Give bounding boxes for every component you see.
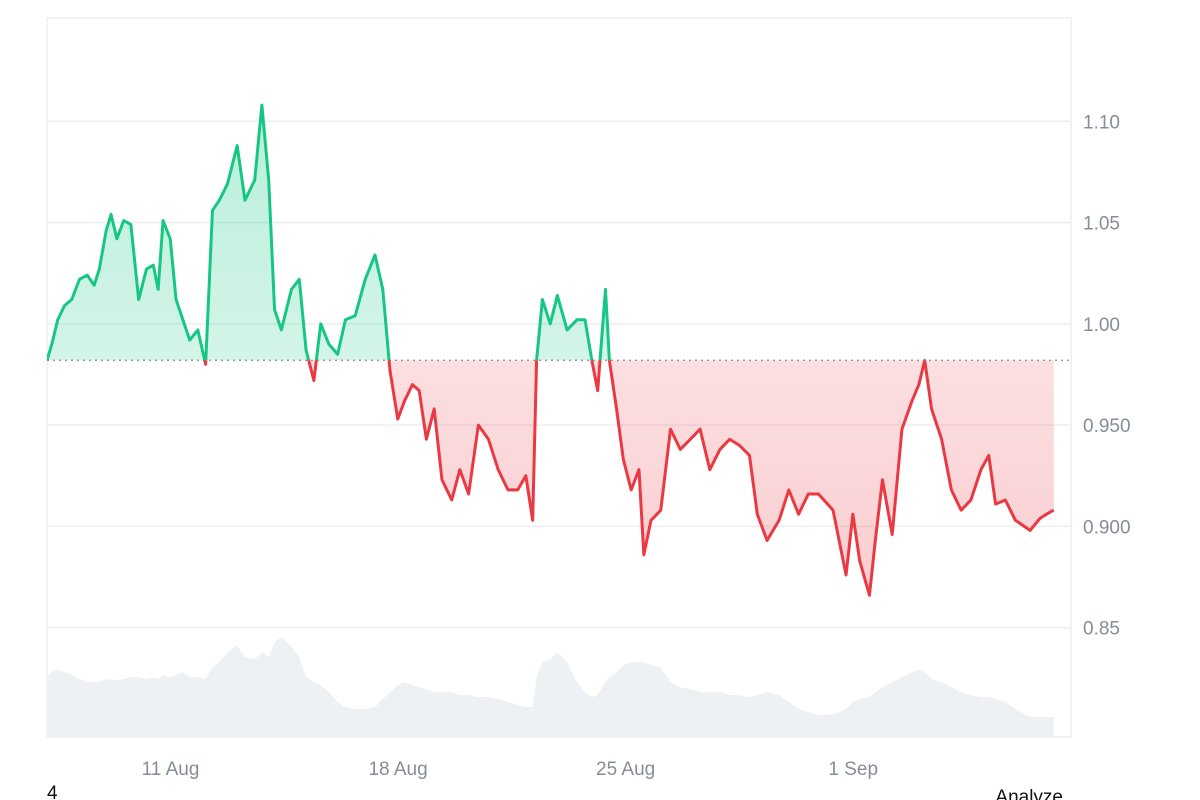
price-line-up xyxy=(47,103,927,361)
price-line-down xyxy=(47,360,1055,597)
x-tick-label: 18 Aug xyxy=(368,759,427,780)
footer-left: 4 xyxy=(47,783,58,800)
volume-area xyxy=(47,637,1054,737)
area-down xyxy=(47,360,1054,596)
y-tick-label: 0.900 xyxy=(1083,517,1131,538)
y-tick-label: 0.85 xyxy=(1083,619,1120,640)
x-tick-label: 25 Aug xyxy=(596,759,655,780)
y-tick-label: 1.00 xyxy=(1083,315,1120,336)
x-tick-label: 11 Aug xyxy=(142,759,200,780)
footer-right[interactable]: Analyze xyxy=(995,787,1063,800)
area-up xyxy=(47,105,610,361)
x-tick-label: 1 Sep xyxy=(828,759,878,780)
y-tick-label: 0.950 xyxy=(1083,416,1131,437)
y-tick-label: 1.10 xyxy=(1083,112,1120,133)
y-tick-label: 1.05 xyxy=(1083,214,1120,235)
